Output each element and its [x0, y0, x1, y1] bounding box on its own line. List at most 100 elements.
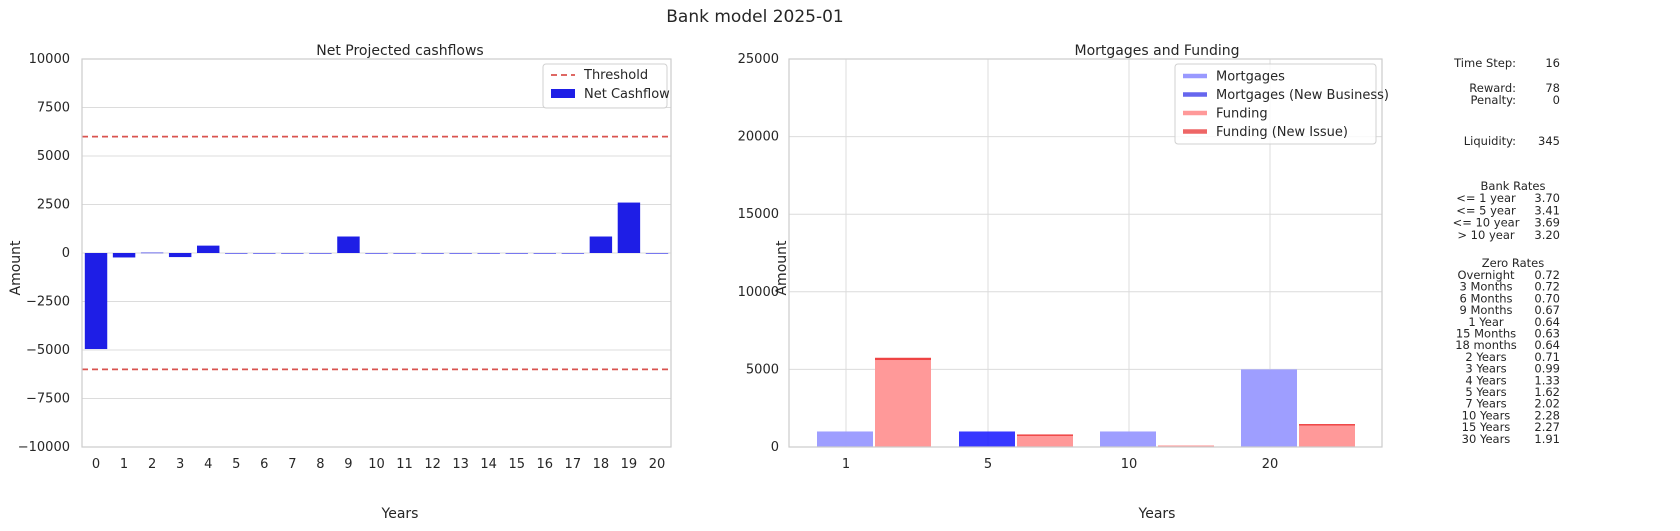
- cashflow-y-tick-label: 7500: [37, 101, 70, 116]
- mortgages-legend: [1174, 63, 1377, 145]
- bank-rate-value: 3.41: [1534, 203, 1560, 217]
- zero-rate-value: 0.70: [1534, 291, 1560, 305]
- cashflow-x-tick-label: 6: [260, 457, 268, 472]
- legend-threshold-label: Threshold: [583, 68, 648, 83]
- bank-rate-label: <= 10 year: [1453, 216, 1520, 230]
- zero-rate-value: 1.91: [1534, 432, 1560, 446]
- mortgages-y-tick-label: 5000: [746, 362, 779, 377]
- zero-rate-label: 30 Years: [1462, 432, 1511, 446]
- zero-rate-label: 18 months: [1455, 338, 1517, 352]
- mortgages-x-tick-label: 5: [984, 457, 992, 472]
- side-panel: Time Step: 16 Reward: 78 Penalty: 0 Liquidity:…: [1453, 56, 1560, 446]
- funding-bar: [1158, 445, 1214, 447]
- cashflow-x-tick-label: 4: [204, 457, 212, 472]
- cashflow-bar: [281, 253, 304, 254]
- zero-rate-value: 0.99: [1534, 362, 1560, 376]
- cashflow-y-tick-label: −7500: [26, 392, 70, 407]
- mortgages-funding-chart: Mortgages and Funding Years Amount 0 5000…: [738, 43, 1389, 522]
- bank-rate-label: > 10 year: [1457, 228, 1515, 242]
- cashflow-x-tick-label: 10: [368, 457, 385, 472]
- legend-mortgages-label: Mortgages: [1216, 70, 1285, 85]
- zero-rate-value: 1.62: [1534, 385, 1560, 399]
- mortgages-y-tick-label: 25000: [738, 52, 779, 67]
- cashflow-x-tick-label: 19: [621, 457, 638, 472]
- zero-rate-value: 2.02: [1534, 397, 1560, 411]
- cashflow-x-tick-label: 7: [288, 457, 296, 472]
- bank-rate-value: 3.70: [1534, 191, 1560, 205]
- cashflow-y-tick-label: −2500: [26, 295, 70, 310]
- funding-new-issue-bar: [1017, 434, 1073, 436]
- cashflow-y-tick-label: 5000: [37, 149, 70, 164]
- penalty-value: 0: [1553, 93, 1560, 107]
- zero-rates-title: Zero Rates: [1482, 256, 1544, 270]
- cashflow-bar: [337, 236, 360, 253]
- cashflow-chart: Net Projected cashflows Years Amount 100…: [8, 43, 672, 522]
- cashflow-x-tick-label: 8: [316, 457, 324, 472]
- cashflow-x-tick-label: 0: [92, 457, 100, 472]
- cashflow-x-tick-label: 18: [593, 457, 610, 472]
- liquidity-label: Liquidity:: [1464, 134, 1516, 148]
- time-step-label: Time Step:: [1453, 56, 1516, 70]
- cashflow-bar: [645, 253, 669, 254]
- cashflow-bar: [505, 253, 528, 254]
- zero-rate-label: 7 Years: [1465, 397, 1506, 411]
- zero-rate-value: 0.72: [1534, 268, 1560, 282]
- zero-rate-value: 0.63: [1534, 327, 1560, 341]
- time-step-value: 16: [1545, 56, 1560, 70]
- cashflow-bar: [421, 253, 444, 254]
- cashflow-bar: [393, 253, 416, 254]
- mortgages-y-tick-label: 0: [771, 440, 779, 455]
- cashflow-x-tick-label: 12: [424, 457, 441, 472]
- funding-bar: [1017, 435, 1073, 447]
- zero-rate-value: 0.67: [1534, 303, 1560, 317]
- cashflow-bar: [365, 253, 388, 254]
- legend-mortgages-new-business-label: Mortgages (New Business): [1216, 88, 1389, 103]
- cashflow-bar: [253, 253, 276, 254]
- zero-rate-label: 5 Years: [1465, 385, 1506, 399]
- cashflow-bar: [225, 253, 248, 254]
- zero-rate-label: Overnight: [1457, 268, 1515, 282]
- zero-rate-value: 1.33: [1534, 373, 1560, 387]
- cashflow-x-tick-label: 14: [480, 457, 497, 472]
- mortgages-x-tick-label: 20: [1262, 457, 1279, 472]
- bank-rate-value: 3.20: [1534, 228, 1560, 242]
- zero-rate-label: 10 Years: [1462, 408, 1511, 422]
- cashflow-y-tick-label: −10000: [18, 440, 70, 455]
- cashflow-x-tick-label: 16: [537, 457, 554, 472]
- cashflow-x-tick-label: 13: [452, 457, 469, 472]
- cashflow-x-tick-label: 17: [565, 457, 582, 472]
- zero-rate-label: 15 Years: [1462, 420, 1511, 434]
- cashflow-x-tick-label: 11: [396, 457, 413, 472]
- zero-rate-value: 2.28: [1534, 408, 1560, 422]
- cashflow-y-axis-label: Amount: [8, 240, 24, 296]
- liquidity-value: 345: [1538, 134, 1560, 148]
- legend-funding-new-issue-label: Funding (New Issue): [1216, 125, 1348, 140]
- funding-bar: [1299, 425, 1355, 447]
- zero-rate-label: 3 Months: [1459, 280, 1512, 294]
- mortgages-y-tick-label: 20000: [738, 130, 779, 145]
- zero-rate-value: 0.72: [1534, 280, 1560, 294]
- mortgages-y-tick-label: 10000: [738, 285, 779, 300]
- cashflow-x-tick-label: 3: [176, 457, 184, 472]
- mortgages-funding-chart-title: Mortgages and Funding: [1075, 43, 1240, 59]
- zero-rate-label: 3 Years: [1465, 362, 1506, 376]
- cashflow-bar: [84, 253, 108, 350]
- bank-rates-title: Bank Rates: [1481, 179, 1546, 193]
- cashflow-x-axis-label: Years: [381, 506, 419, 522]
- mortgages-funding-x-axis-label: Years: [1138, 506, 1176, 522]
- zero-rate-label: 15 Months: [1456, 327, 1516, 341]
- cashflow-y-tick-label: 2500: [37, 198, 70, 213]
- cashflow-bar: [140, 252, 164, 254]
- cashflow-x-tick-label: 15: [508, 457, 525, 472]
- cashflow-y-tick-label: −5000: [26, 343, 70, 358]
- mortgages-funding-y-axis-label: Amount: [774, 240, 790, 296]
- penalty-label: Penalty:: [1471, 93, 1516, 107]
- cashflow-bar: [589, 236, 613, 253]
- zero-rate-value: 0.71: [1534, 350, 1560, 364]
- reward-value: 78: [1545, 81, 1560, 95]
- mortgages-plot-frame: [788, 58, 1383, 448]
- zero-rate-label: 9 Months: [1459, 303, 1512, 317]
- zero-rate-label: 6 Months: [1459, 291, 1512, 305]
- cashflow-bar: [309, 253, 332, 254]
